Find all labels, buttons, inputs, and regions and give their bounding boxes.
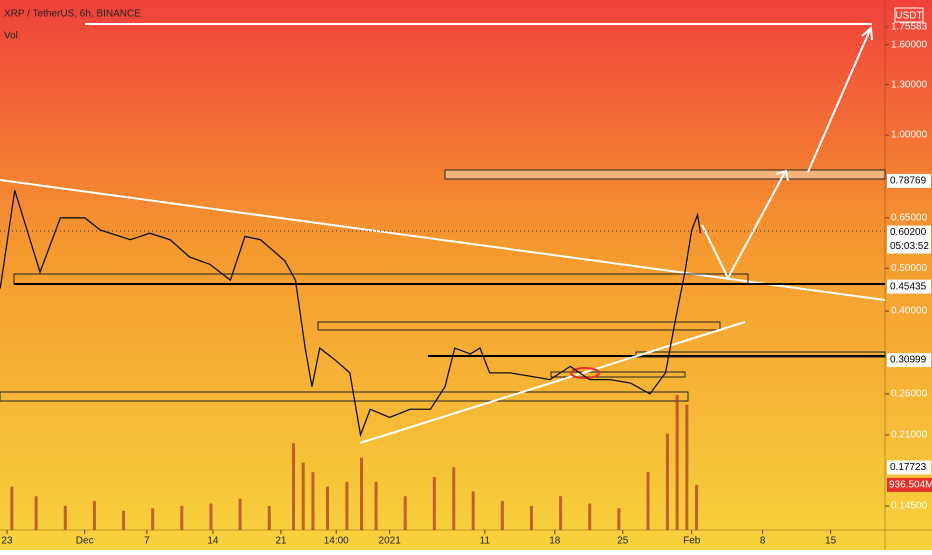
- y-tick-label: 1.30000: [891, 79, 928, 90]
- y-tick-label: 0.50000: [891, 263, 928, 274]
- x-tick-label: 18: [549, 536, 561, 547]
- volume-bar: [10, 486, 14, 530]
- x-tick-label: 15: [825, 536, 837, 547]
- projection-arrow: [807, 29, 871, 173]
- volume-bar: [151, 508, 155, 530]
- x-tick-label: 14:00: [324, 536, 349, 547]
- volume-bar: [345, 481, 349, 530]
- price-label: 0.30999: [890, 355, 927, 366]
- volume-bar: [685, 404, 689, 530]
- highlight: [570, 367, 600, 379]
- y-tick-label: 1.00000: [891, 130, 928, 141]
- currency: USDT: [895, 11, 922, 22]
- volume-bar: [675, 395, 679, 530]
- arrow-head: [775, 169, 789, 182]
- arrow-head: [861, 25, 873, 41]
- price-label: 0.60200: [890, 227, 927, 238]
- volume-bar: [267, 505, 271, 530]
- y-tick-label: 0.65000: [891, 212, 928, 223]
- volume-bar: [92, 501, 96, 530]
- volume-bar: [301, 462, 305, 530]
- volume-bar: [34, 496, 38, 530]
- x-tick-label: 21: [275, 536, 287, 547]
- y-tick-label: 1.60000: [891, 39, 928, 50]
- price-label: 0.17723: [890, 462, 927, 473]
- y-tick-label: 0.40000: [891, 306, 928, 317]
- price-label-box: [887, 460, 931, 475]
- x-tick-label: Dec: [76, 536, 94, 547]
- drawings: [0, 23, 886, 444]
- volume-bar: [471, 491, 475, 530]
- currency-box: [894, 7, 924, 23]
- y-tick-label: 0.14500: [891, 501, 928, 512]
- volume-bar: [311, 472, 315, 530]
- price-label-box: [887, 353, 931, 368]
- zone: [0, 391, 689, 402]
- volume-bar: [238, 498, 242, 530]
- volume-bar: [122, 510, 126, 530]
- x-tick-label: 11: [480, 536, 491, 547]
- y-tick-label: 0.26000: [891, 389, 928, 400]
- zone: [444, 169, 886, 180]
- price-label-box: [887, 173, 931, 188]
- projection-arrow: [701, 171, 786, 281]
- x-tick-label: 14: [207, 536, 219, 547]
- trend-line: [0, 179, 886, 301]
- price-label: 0.78769: [890, 176, 927, 187]
- price-label: 0.45435: [890, 281, 927, 292]
- volume-bar: [63, 505, 67, 530]
- x-tick-label: Feb: [683, 536, 701, 547]
- y-tick-label: 1.75583: [891, 22, 928, 33]
- volume-bar: [359, 457, 363, 530]
- price-label-box: [887, 225, 931, 240]
- volume-bar: [617, 508, 621, 530]
- x-tick-label: 25: [617, 536, 629, 547]
- volume-bar: [292, 443, 296, 530]
- x-tick-label: 7: [144, 536, 150, 547]
- x-tick-label: 23: [1, 536, 13, 547]
- x-tick-label: 8: [760, 536, 766, 547]
- volume-bar: [374, 481, 378, 530]
- volume-bar: [180, 505, 184, 530]
- chart-title: XRP / TetherUS, 6h, BINANCE: [4, 9, 141, 20]
- price-line: [0, 190, 702, 438]
- price-label-box: [887, 279, 931, 294]
- volume-bar: [326, 486, 330, 530]
- volume-bar: [209, 503, 213, 530]
- volume-bar: [529, 505, 533, 530]
- volume-bar: [559, 496, 563, 530]
- zone: [317, 321, 721, 331]
- volume-bar: [665, 433, 669, 530]
- volume-label-box: [887, 477, 932, 492]
- countdown-box: [887, 239, 931, 254]
- volume-bar: [588, 503, 592, 530]
- volume-bar: [452, 467, 456, 530]
- support-line: [359, 321, 746, 444]
- countdown: 05:03:52: [890, 241, 929, 252]
- volume-bar: [432, 477, 436, 530]
- zone: [635, 351, 886, 358]
- volume-legend: Vol: [4, 31, 18, 42]
- volume-bar: [500, 501, 504, 530]
- volume-bar: [695, 484, 699, 530]
- x-tick-label: 2021: [379, 536, 402, 547]
- volume-current-label: 936.504M: [889, 480, 932, 491]
- volume-bar: [646, 472, 650, 530]
- y-tick-label: 0.21000: [891, 430, 928, 441]
- zone: [550, 371, 686, 378]
- volume-bar: [403, 496, 407, 530]
